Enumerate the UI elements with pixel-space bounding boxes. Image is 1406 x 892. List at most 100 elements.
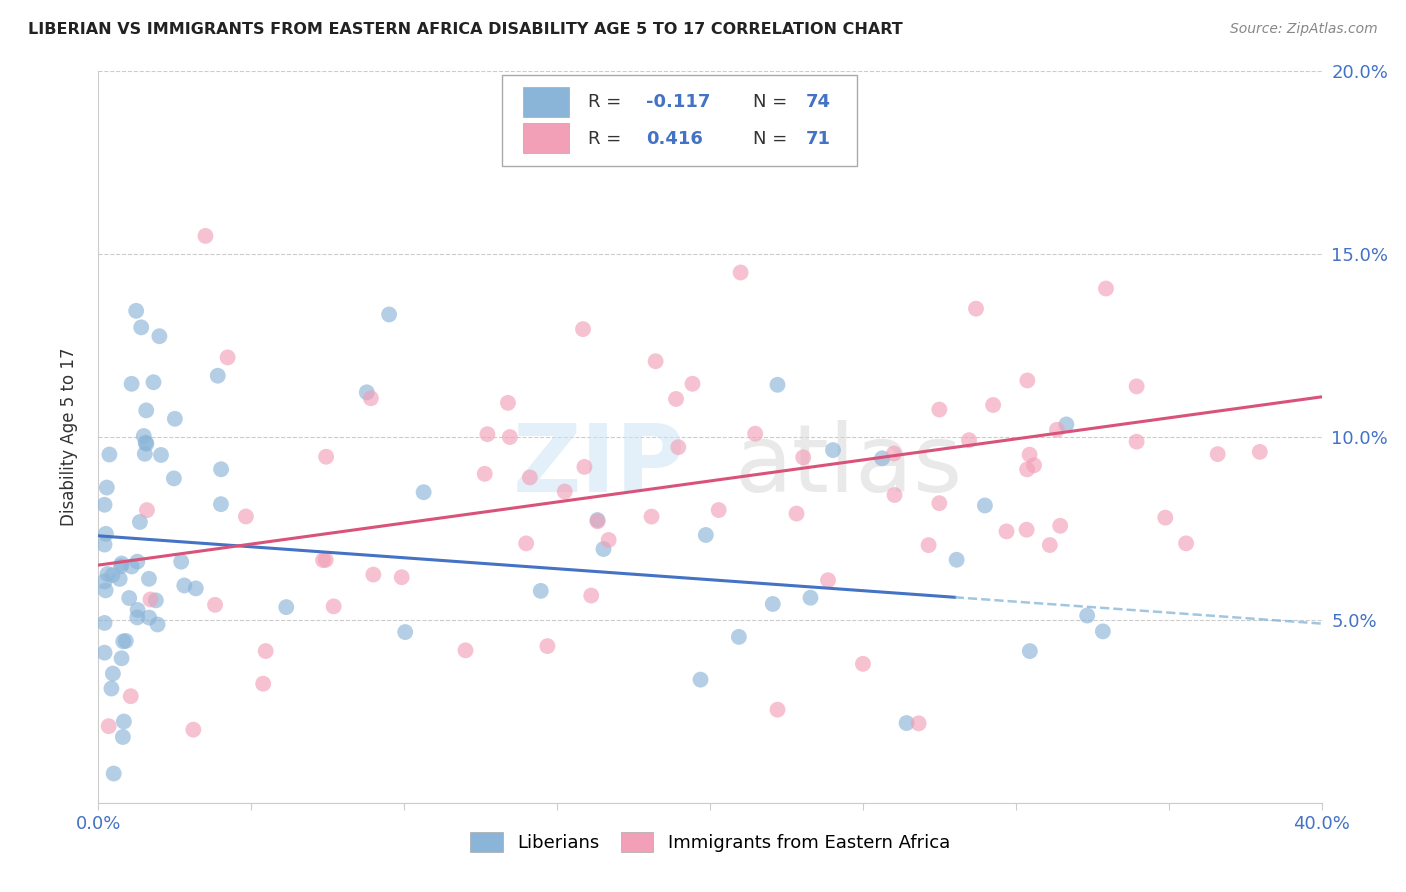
Point xyxy=(93,498,115,512)
Text: N =: N = xyxy=(752,129,793,148)
Point xyxy=(97,719,120,733)
Point xyxy=(907,716,929,731)
Point xyxy=(127,555,149,569)
Point xyxy=(136,503,159,517)
Point xyxy=(145,593,167,607)
Point xyxy=(707,503,730,517)
Point xyxy=(94,583,117,598)
Point xyxy=(499,430,522,444)
Point xyxy=(100,681,122,696)
Point xyxy=(945,553,967,567)
Point xyxy=(315,553,337,567)
Point xyxy=(786,507,808,521)
Point xyxy=(1125,379,1147,393)
Point xyxy=(209,462,232,476)
Point xyxy=(477,427,499,442)
Point xyxy=(1017,374,1039,388)
Point xyxy=(125,303,148,318)
Point xyxy=(103,766,125,780)
Point xyxy=(194,229,217,244)
Point xyxy=(536,639,558,653)
Point xyxy=(957,433,980,447)
Point xyxy=(644,354,666,368)
Point xyxy=(127,603,149,617)
Point xyxy=(554,484,576,499)
Point xyxy=(1018,448,1040,462)
Point xyxy=(139,592,162,607)
Point xyxy=(870,451,893,466)
Point xyxy=(98,448,121,462)
Point xyxy=(138,572,160,586)
Point xyxy=(142,375,165,389)
Text: 74: 74 xyxy=(806,93,831,112)
Text: R =: R = xyxy=(588,93,627,112)
Point xyxy=(94,526,117,541)
Point xyxy=(1022,458,1045,473)
Point xyxy=(586,513,609,527)
Point xyxy=(378,308,401,322)
Point xyxy=(652,120,675,134)
Point xyxy=(111,730,134,744)
Point xyxy=(150,448,173,462)
Point xyxy=(120,690,142,704)
Point xyxy=(254,644,277,658)
Point xyxy=(108,572,131,586)
Point xyxy=(252,677,274,691)
Point xyxy=(183,723,205,737)
Point xyxy=(170,555,193,569)
Point xyxy=(360,391,382,405)
Point xyxy=(391,570,413,584)
Point xyxy=(173,578,195,592)
Point xyxy=(821,443,844,458)
Point xyxy=(101,666,124,681)
FancyBboxPatch shape xyxy=(523,123,569,153)
Text: atlas: atlas xyxy=(734,420,963,512)
Point xyxy=(1249,445,1271,459)
Point xyxy=(973,499,995,513)
Point xyxy=(766,377,789,392)
Point xyxy=(363,567,385,582)
Text: 71: 71 xyxy=(806,129,831,148)
Point xyxy=(235,509,257,524)
Point xyxy=(1018,644,1040,658)
Point xyxy=(598,533,620,547)
Point xyxy=(695,528,717,542)
Point xyxy=(163,471,186,485)
Text: LIBERIAN VS IMMIGRANTS FROM EASTERN AFRICA DISABILITY AGE 5 TO 17 CORRELATION CH: LIBERIAN VS IMMIGRANTS FROM EASTERN AFRI… xyxy=(28,22,903,37)
Point xyxy=(93,574,115,589)
Point xyxy=(766,703,789,717)
Point xyxy=(917,538,939,552)
FancyBboxPatch shape xyxy=(502,75,856,167)
Point xyxy=(592,542,614,557)
Point xyxy=(744,426,766,441)
Point xyxy=(1095,281,1118,295)
Point xyxy=(586,514,609,528)
Point xyxy=(1039,538,1062,552)
Point xyxy=(163,412,186,426)
Point xyxy=(574,459,596,474)
Point xyxy=(995,524,1018,539)
Text: R =: R = xyxy=(588,129,627,148)
Point xyxy=(204,598,226,612)
Point xyxy=(110,557,132,571)
Point xyxy=(883,446,905,460)
Point xyxy=(121,559,143,574)
Point xyxy=(217,351,239,365)
Point xyxy=(138,610,160,624)
Point xyxy=(1015,523,1038,537)
Point xyxy=(127,610,149,624)
Point xyxy=(666,440,689,454)
Point xyxy=(454,643,477,657)
Point xyxy=(412,485,434,500)
Point xyxy=(519,470,541,484)
Point xyxy=(1175,536,1198,550)
Point xyxy=(689,673,711,687)
Point xyxy=(135,435,157,450)
Text: ZIP: ZIP xyxy=(513,420,686,512)
Point xyxy=(1076,608,1098,623)
Point xyxy=(312,553,335,567)
Point xyxy=(581,589,603,603)
Point xyxy=(112,634,135,648)
Point xyxy=(1206,447,1229,461)
Point xyxy=(665,392,688,406)
